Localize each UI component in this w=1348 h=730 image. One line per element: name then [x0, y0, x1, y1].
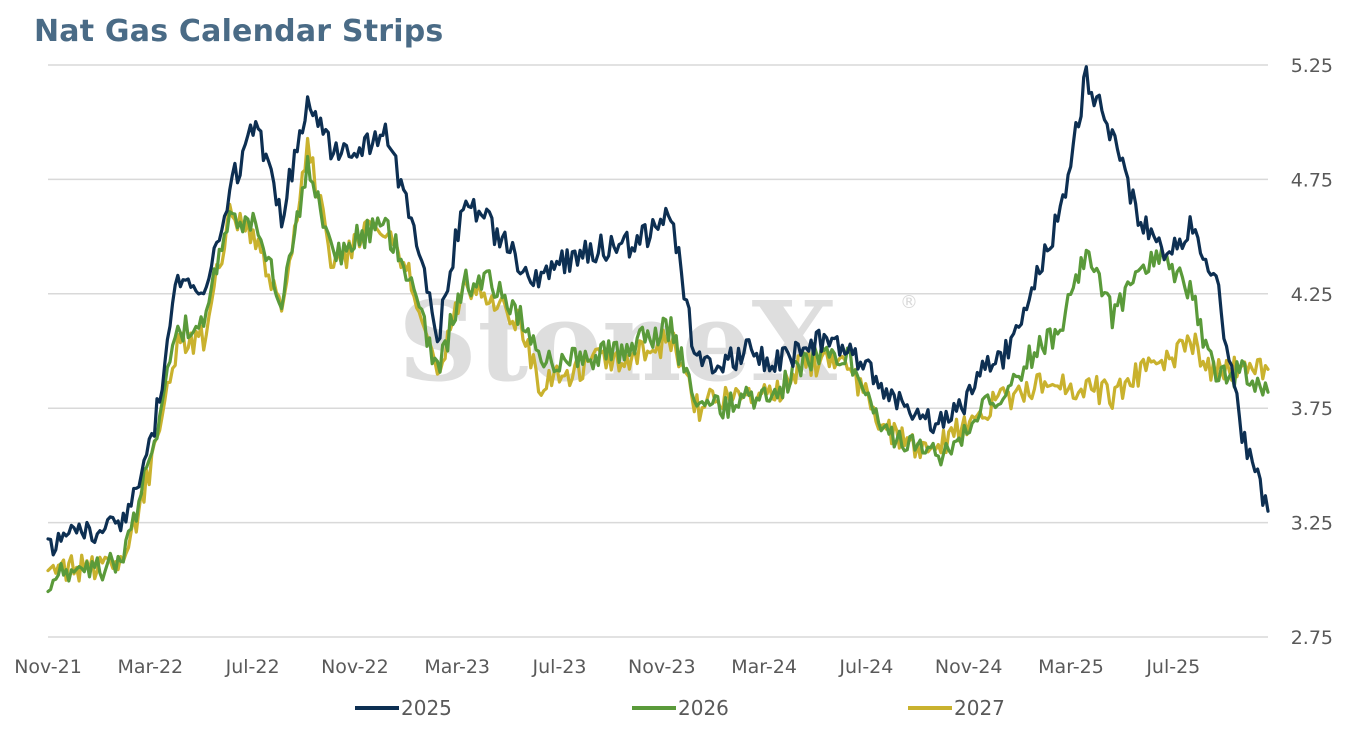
- y-tick-label: 5.25: [1291, 55, 1333, 77]
- legend-label-2027: 2027: [954, 696, 1005, 720]
- y-tick-label: 3.75: [1291, 398, 1333, 420]
- y-tick-label: 3.25: [1291, 513, 1333, 535]
- x-tick-label: Nov-21: [14, 656, 82, 678]
- y-tick-label: 2.75: [1291, 627, 1333, 649]
- x-tick-label: Nov-24: [935, 656, 1003, 678]
- watermark-registered-mark: ®: [900, 292, 918, 313]
- series-lines: [46, 65, 1270, 594]
- x-tick-label: Mar-23: [424, 656, 490, 678]
- x-tick-label: Mar-24: [731, 656, 797, 678]
- series-line-2026: [46, 154, 1270, 594]
- y-tick-label: 4.25: [1291, 284, 1333, 306]
- x-tick-label: Jul-23: [532, 656, 587, 678]
- x-tick-label: Nov-22: [321, 656, 389, 678]
- x-tick-label: Jul-25: [1145, 656, 1200, 678]
- x-tick-label: Mar-25: [1038, 656, 1104, 678]
- legend-label-2026: 2026: [678, 696, 729, 720]
- x-tick-label: Jul-24: [838, 656, 893, 678]
- x-tick-label: Nov-23: [628, 656, 696, 678]
- legend: 2025 2026 2027: [355, 696, 1005, 720]
- y-axis-ticks: 5.25 4.75 4.25 3.75 3.25 2.75: [1291, 55, 1333, 649]
- x-tick-label: Jul-22: [225, 656, 280, 678]
- gridlines: [48, 64, 1268, 638]
- legend-label-2025: 2025: [401, 696, 452, 720]
- series-line-2025: [46, 65, 1270, 557]
- y-tick-label: 4.75: [1291, 169, 1333, 191]
- x-tick-label: Mar-22: [117, 656, 183, 678]
- x-axis-ticks: Nov-21 Mar-22 Jul-22 Nov-22 Mar-23 Jul-23 Nov-…: [14, 656, 1200, 678]
- chart-title: Nat Gas Calendar Strips: [34, 14, 444, 49]
